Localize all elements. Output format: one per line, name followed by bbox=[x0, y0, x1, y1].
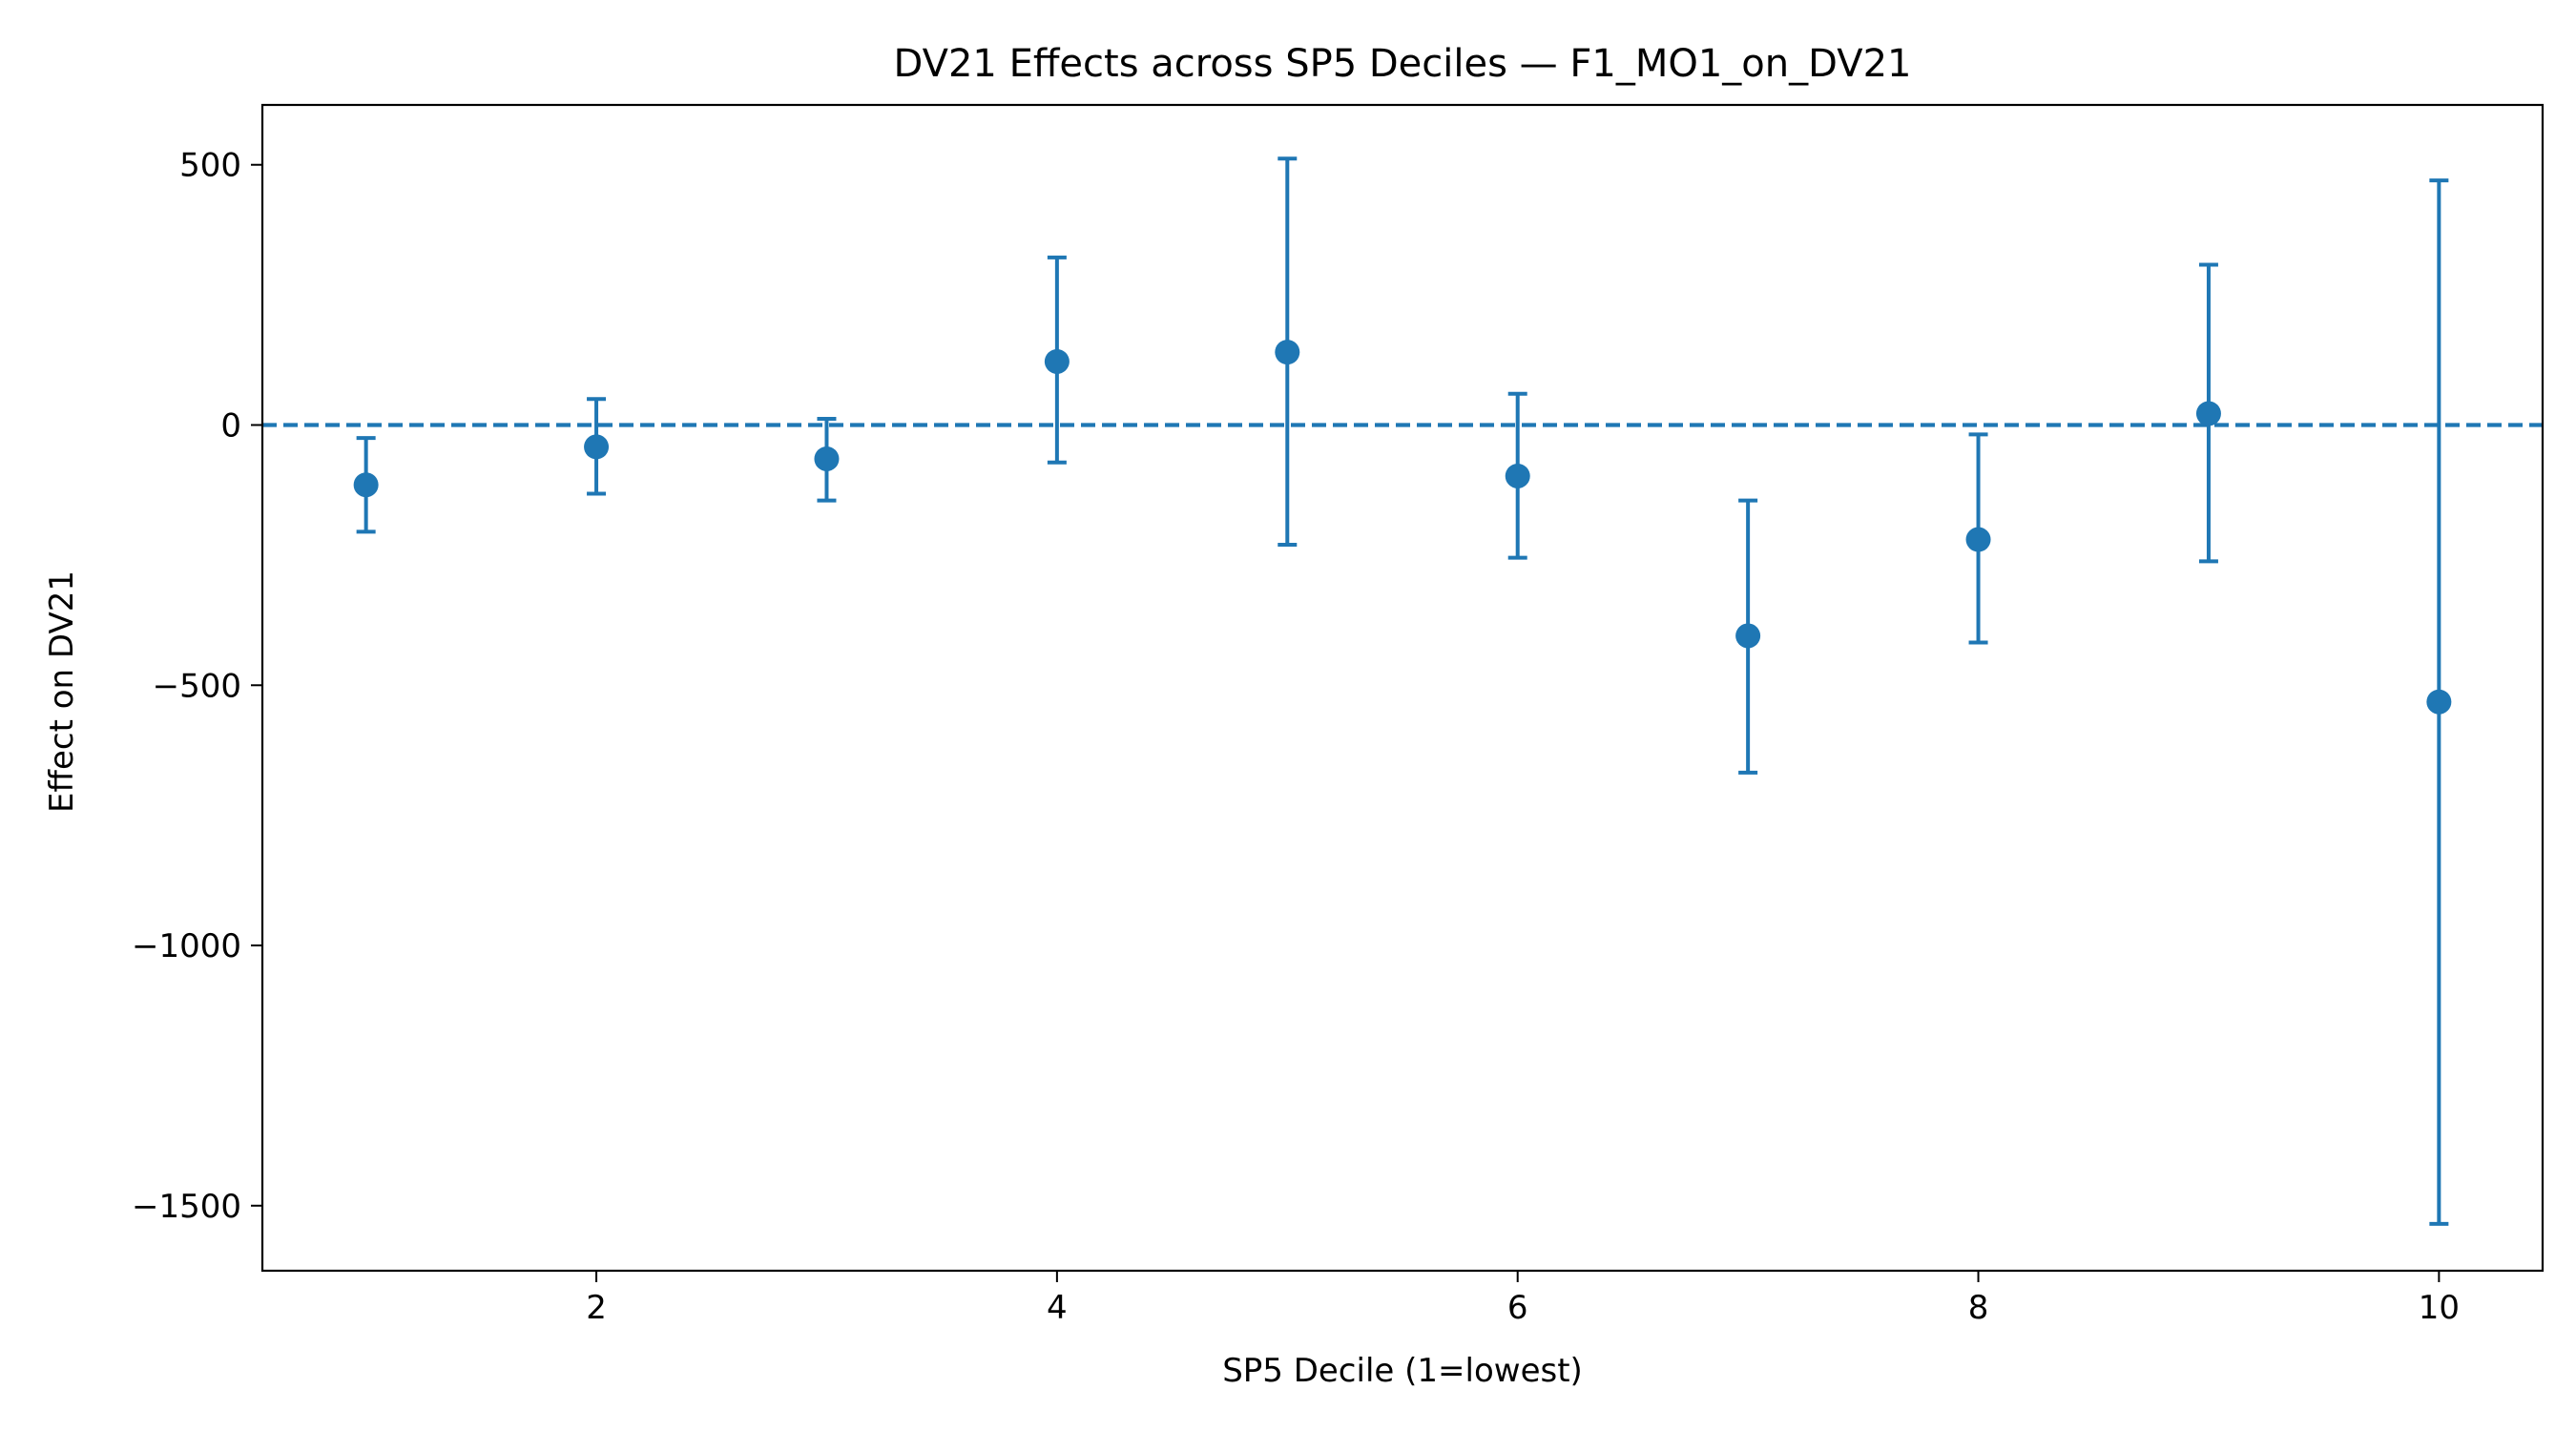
y-axis-label: Effect on DV21 bbox=[43, 570, 81, 813]
y-tick-label: 500 bbox=[179, 147, 241, 185]
data-point bbox=[353, 472, 379, 498]
y-tick-label: −1500 bbox=[132, 1188, 241, 1226]
x-axis-ticks: 2 4 6 8 10 bbox=[586, 1271, 2460, 1327]
data-point bbox=[2426, 689, 2452, 715]
data-point bbox=[2195, 401, 2221, 426]
data-points bbox=[353, 340, 2452, 715]
x-tick-label: 8 bbox=[1968, 1289, 1989, 1327]
data-point bbox=[584, 434, 610, 460]
x-tick-label: 2 bbox=[586, 1289, 607, 1327]
data-point bbox=[1965, 527, 1991, 552]
y-tick-label: 0 bbox=[220, 407, 241, 446]
y-tick-label: −500 bbox=[153, 667, 241, 705]
y-axis-ticks: 500 0 −500 −1000 −1500 bbox=[132, 147, 262, 1226]
x-axis-label: SP5 Decile (1=lowest) bbox=[1222, 1352, 1583, 1390]
data-point bbox=[1044, 348, 1070, 374]
data-point bbox=[1735, 623, 1761, 649]
x-tick-label: 6 bbox=[1507, 1289, 1528, 1327]
data-point bbox=[814, 446, 840, 471]
chart-title: DV21 Effects across SP5 Deciles — F1_MO1… bbox=[894, 42, 1912, 86]
y-tick-label: −1000 bbox=[132, 927, 241, 965]
plot-area-frame bbox=[260, 103, 2545, 1273]
x-tick-label: 4 bbox=[1047, 1289, 1068, 1327]
x-tick-label: 10 bbox=[2419, 1289, 2460, 1327]
data-point bbox=[1275, 340, 1300, 365]
data-point bbox=[1505, 463, 1530, 488]
